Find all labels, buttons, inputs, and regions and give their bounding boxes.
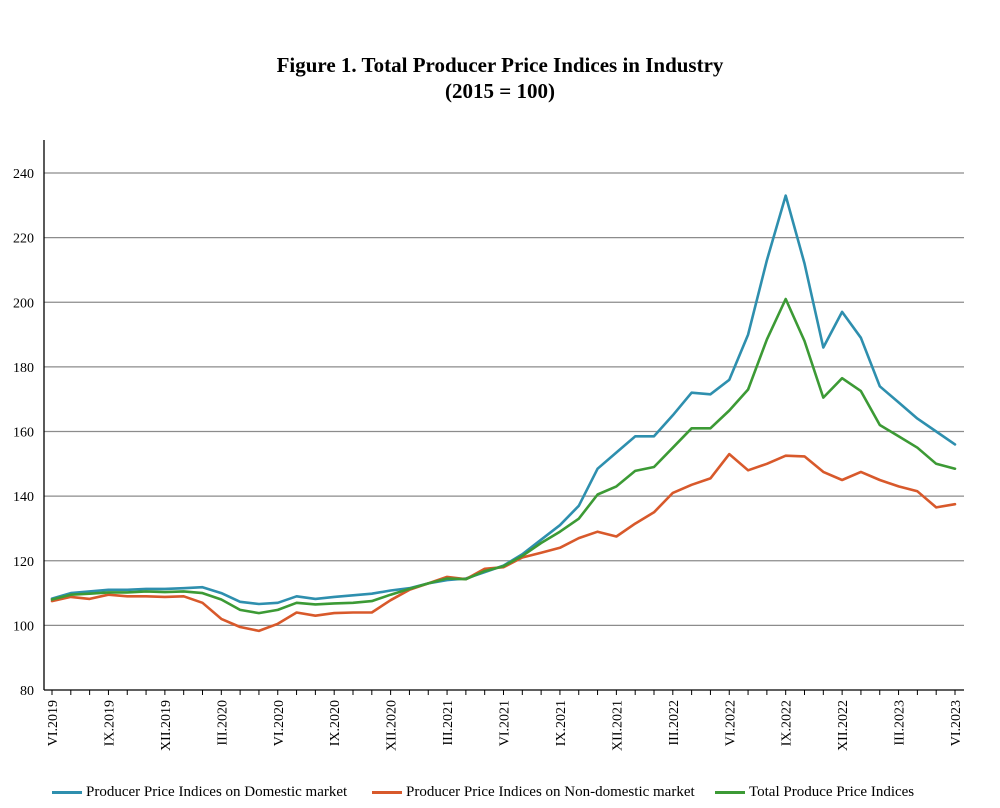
legend-swatch: [715, 791, 745, 794]
y-tick-label: 160: [13, 426, 34, 441]
x-tick-label: IX.2020: [328, 700, 343, 746]
chart-subtitle: (2015 = 100): [445, 79, 555, 103]
gridlines: [44, 172, 964, 626]
x-tick-label: III.2021: [441, 700, 456, 746]
series-line-1: [50, 194, 957, 606]
legend-swatch: [372, 791, 402, 794]
y-tick-label: 240: [13, 167, 34, 182]
x-tick-label: III.2020: [215, 700, 230, 746]
legend-item: Producer Price Indices on Domestic marke…: [52, 784, 347, 801]
y-tick-label: 120: [13, 555, 34, 570]
x-tick-label: III.2022: [667, 700, 682, 746]
chart-title-block: Figure 1. Total Producer Price Indices i…: [0, 52, 1000, 104]
legend-label: Total Produce Price Indices: [749, 784, 915, 800]
x-tick-label: IX.2022: [780, 700, 795, 746]
x-tick-label: VI.2023: [949, 700, 964, 746]
x-tick-label: III.2023: [893, 700, 908, 746]
x-tick-label: XII.2020: [385, 700, 400, 751]
legend-item: Total Produce Price Indices: [715, 784, 914, 801]
x-tick-label: XII.2022: [836, 700, 851, 751]
legend-label: Producer Price Indices on Domestic marke…: [86, 784, 348, 800]
chart-title: Figure 1. Total Producer Price Indices i…: [276, 53, 724, 77]
x-tick-label: XII.2021: [610, 700, 625, 751]
y-tick-label: 80: [20, 684, 34, 699]
x-tick-labels: VI.2019 IX.2019 XII.2019 III.2020 VI.2020 IX.…: [46, 700, 964, 751]
legend-swatch: [52, 791, 82, 794]
y-tick-labels: 80 100 120 140 160 180 200 220 240: [13, 167, 34, 699]
y-tick-label: 200: [13, 296, 34, 311]
x-tick-label: VI.2021: [498, 700, 513, 746]
x-tick-label: IX.2019: [102, 700, 117, 746]
x-tick-label: IX.2021: [554, 700, 569, 746]
x-tick-label: VI.2022: [723, 700, 738, 746]
legend-item: Producer Price Indices on Non-domestic m…: [372, 784, 695, 801]
chart-legend: Producer Price Indices on Domestic marke…: [52, 784, 992, 806]
x-tick-label: VI.2019: [46, 700, 61, 746]
series-lines: [50, 194, 957, 633]
y-tick-label: 220: [13, 232, 34, 247]
axes: [43, 140, 964, 695]
y-tick-label: 180: [13, 361, 34, 376]
x-tick-label: VI.2020: [272, 700, 287, 746]
y-tick-label: 140: [13, 490, 34, 505]
x-tick-label: XII.2019: [159, 700, 174, 751]
series-line-3: [50, 297, 957, 615]
legend-label: Producer Price Indices on Non-domestic m…: [406, 784, 695, 800]
series-line-2: [50, 452, 957, 633]
y-tick-label: 100: [13, 619, 34, 634]
